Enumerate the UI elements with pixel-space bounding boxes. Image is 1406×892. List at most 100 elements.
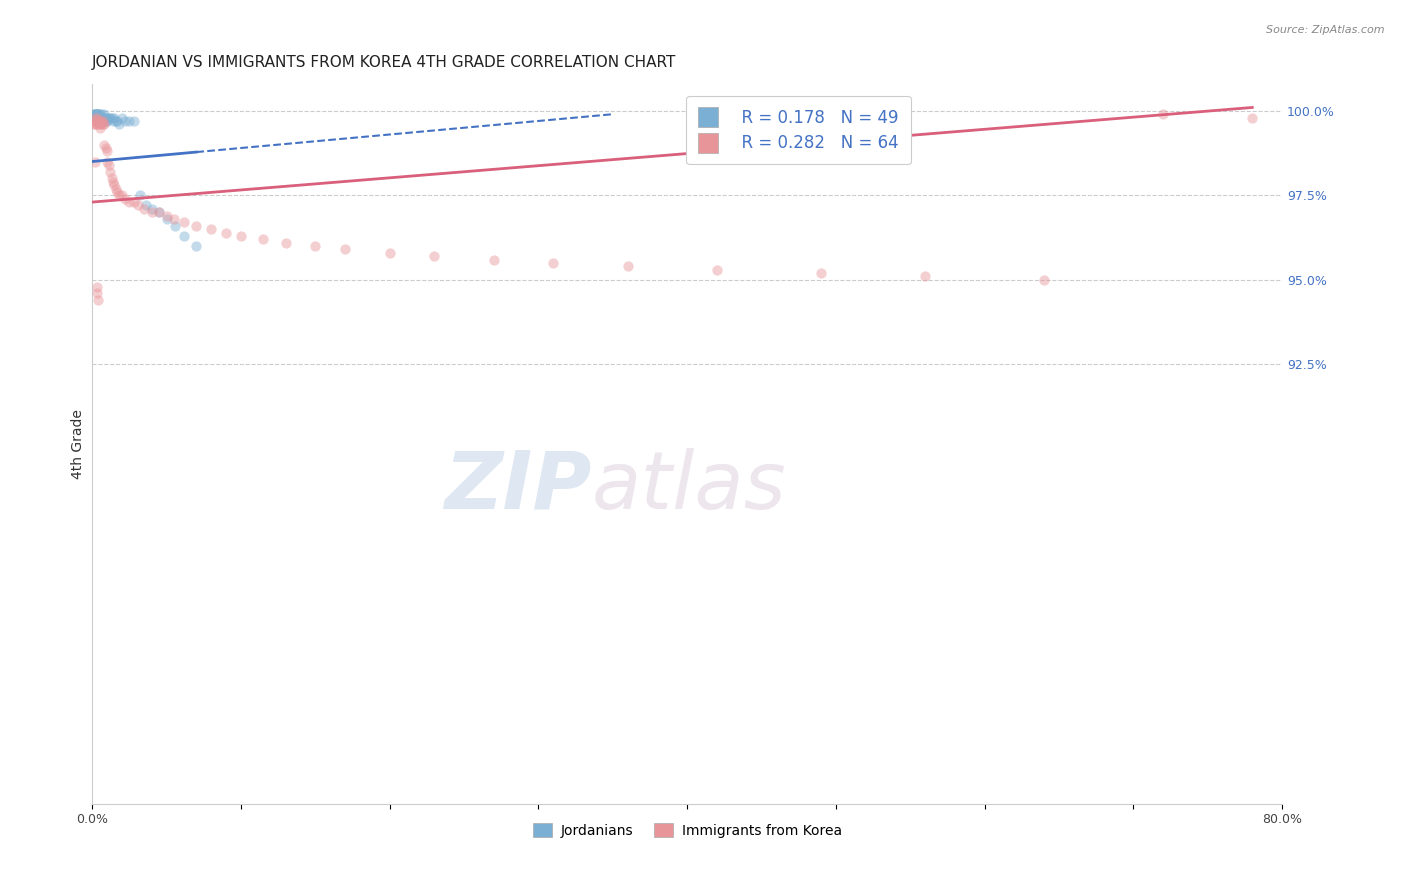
Point <box>541 256 564 270</box>
Point <box>141 202 163 216</box>
Point <box>423 249 446 263</box>
Point <box>114 192 136 206</box>
Point <box>122 195 145 210</box>
Point <box>111 111 134 125</box>
Text: ZIP: ZIP <box>444 448 592 526</box>
Point <box>84 111 107 125</box>
Point <box>90 107 112 121</box>
Point <box>118 195 141 210</box>
Point <box>89 117 111 131</box>
Point <box>104 181 127 195</box>
Point <box>90 111 112 125</box>
Point <box>304 239 326 253</box>
Point <box>127 198 149 212</box>
Point <box>104 114 127 128</box>
Point <box>93 137 115 152</box>
Point <box>91 117 114 131</box>
Point <box>200 222 222 236</box>
Point <box>135 198 157 212</box>
Text: atlas: atlas <box>592 448 787 526</box>
Point <box>87 107 110 121</box>
Point <box>84 111 107 125</box>
Point <box>100 111 122 125</box>
Point <box>108 117 131 131</box>
Point <box>706 262 728 277</box>
Point <box>84 117 107 131</box>
Point <box>274 235 297 250</box>
Point <box>482 252 505 267</box>
Point <box>83 114 105 128</box>
Point <box>333 243 356 257</box>
Point <box>96 154 118 169</box>
Point <box>96 111 118 125</box>
Point <box>107 185 129 199</box>
Text: Source: ZipAtlas.com: Source: ZipAtlas.com <box>1267 25 1385 35</box>
Point <box>83 117 105 131</box>
Point <box>103 111 125 125</box>
Point <box>89 114 111 128</box>
Point <box>108 188 131 202</box>
Point <box>84 114 107 128</box>
Point <box>118 114 141 128</box>
Point <box>84 154 107 169</box>
Point <box>87 111 110 125</box>
Point <box>86 107 108 121</box>
Point <box>100 171 122 186</box>
Point <box>101 114 124 128</box>
Point <box>86 111 108 125</box>
Point <box>148 205 170 219</box>
Point <box>111 188 134 202</box>
Point <box>141 205 163 219</box>
Point <box>914 269 936 284</box>
Point <box>101 175 124 189</box>
Point <box>163 211 186 226</box>
Point <box>1033 273 1056 287</box>
Point <box>94 141 117 155</box>
Point <box>91 114 114 128</box>
Point <box>378 245 401 260</box>
Point <box>186 219 208 233</box>
Point <box>155 211 177 226</box>
Point <box>616 260 638 274</box>
Legend: Jordanians, Immigrants from Korea: Jordanians, Immigrants from Korea <box>527 818 848 844</box>
Point <box>87 107 110 121</box>
Point <box>86 107 108 121</box>
Point <box>90 117 112 131</box>
Point <box>165 219 187 233</box>
Point <box>252 232 274 246</box>
Point <box>114 114 136 128</box>
Point <box>1241 111 1264 125</box>
Point <box>86 279 108 293</box>
Point <box>173 215 195 229</box>
Point <box>87 114 110 128</box>
Point <box>97 158 120 172</box>
Point <box>93 117 115 131</box>
Point <box>91 114 114 128</box>
Point <box>93 114 115 128</box>
Point <box>89 111 111 125</box>
Point <box>103 178 125 193</box>
Point <box>90 114 112 128</box>
Point <box>89 107 111 121</box>
Point <box>86 286 108 301</box>
Point <box>90 114 112 128</box>
Y-axis label: 4th Grade: 4th Grade <box>72 409 86 479</box>
Point <box>97 111 120 125</box>
Point <box>86 114 108 128</box>
Point <box>186 239 208 253</box>
Point <box>173 228 195 243</box>
Point <box>155 209 177 223</box>
Text: JORDANIAN VS IMMIGRANTS FROM KOREA 4TH GRADE CORRELATION CHART: JORDANIAN VS IMMIGRANTS FROM KOREA 4TH G… <box>93 55 676 70</box>
Point <box>87 114 110 128</box>
Point <box>87 293 110 307</box>
Point <box>93 111 115 125</box>
Point <box>86 117 108 131</box>
Point <box>87 117 110 131</box>
Point <box>83 107 105 121</box>
Point <box>94 111 117 125</box>
Point <box>128 188 150 202</box>
Point <box>96 145 118 159</box>
Point <box>93 107 115 121</box>
Point <box>229 228 252 243</box>
Point <box>83 107 105 121</box>
